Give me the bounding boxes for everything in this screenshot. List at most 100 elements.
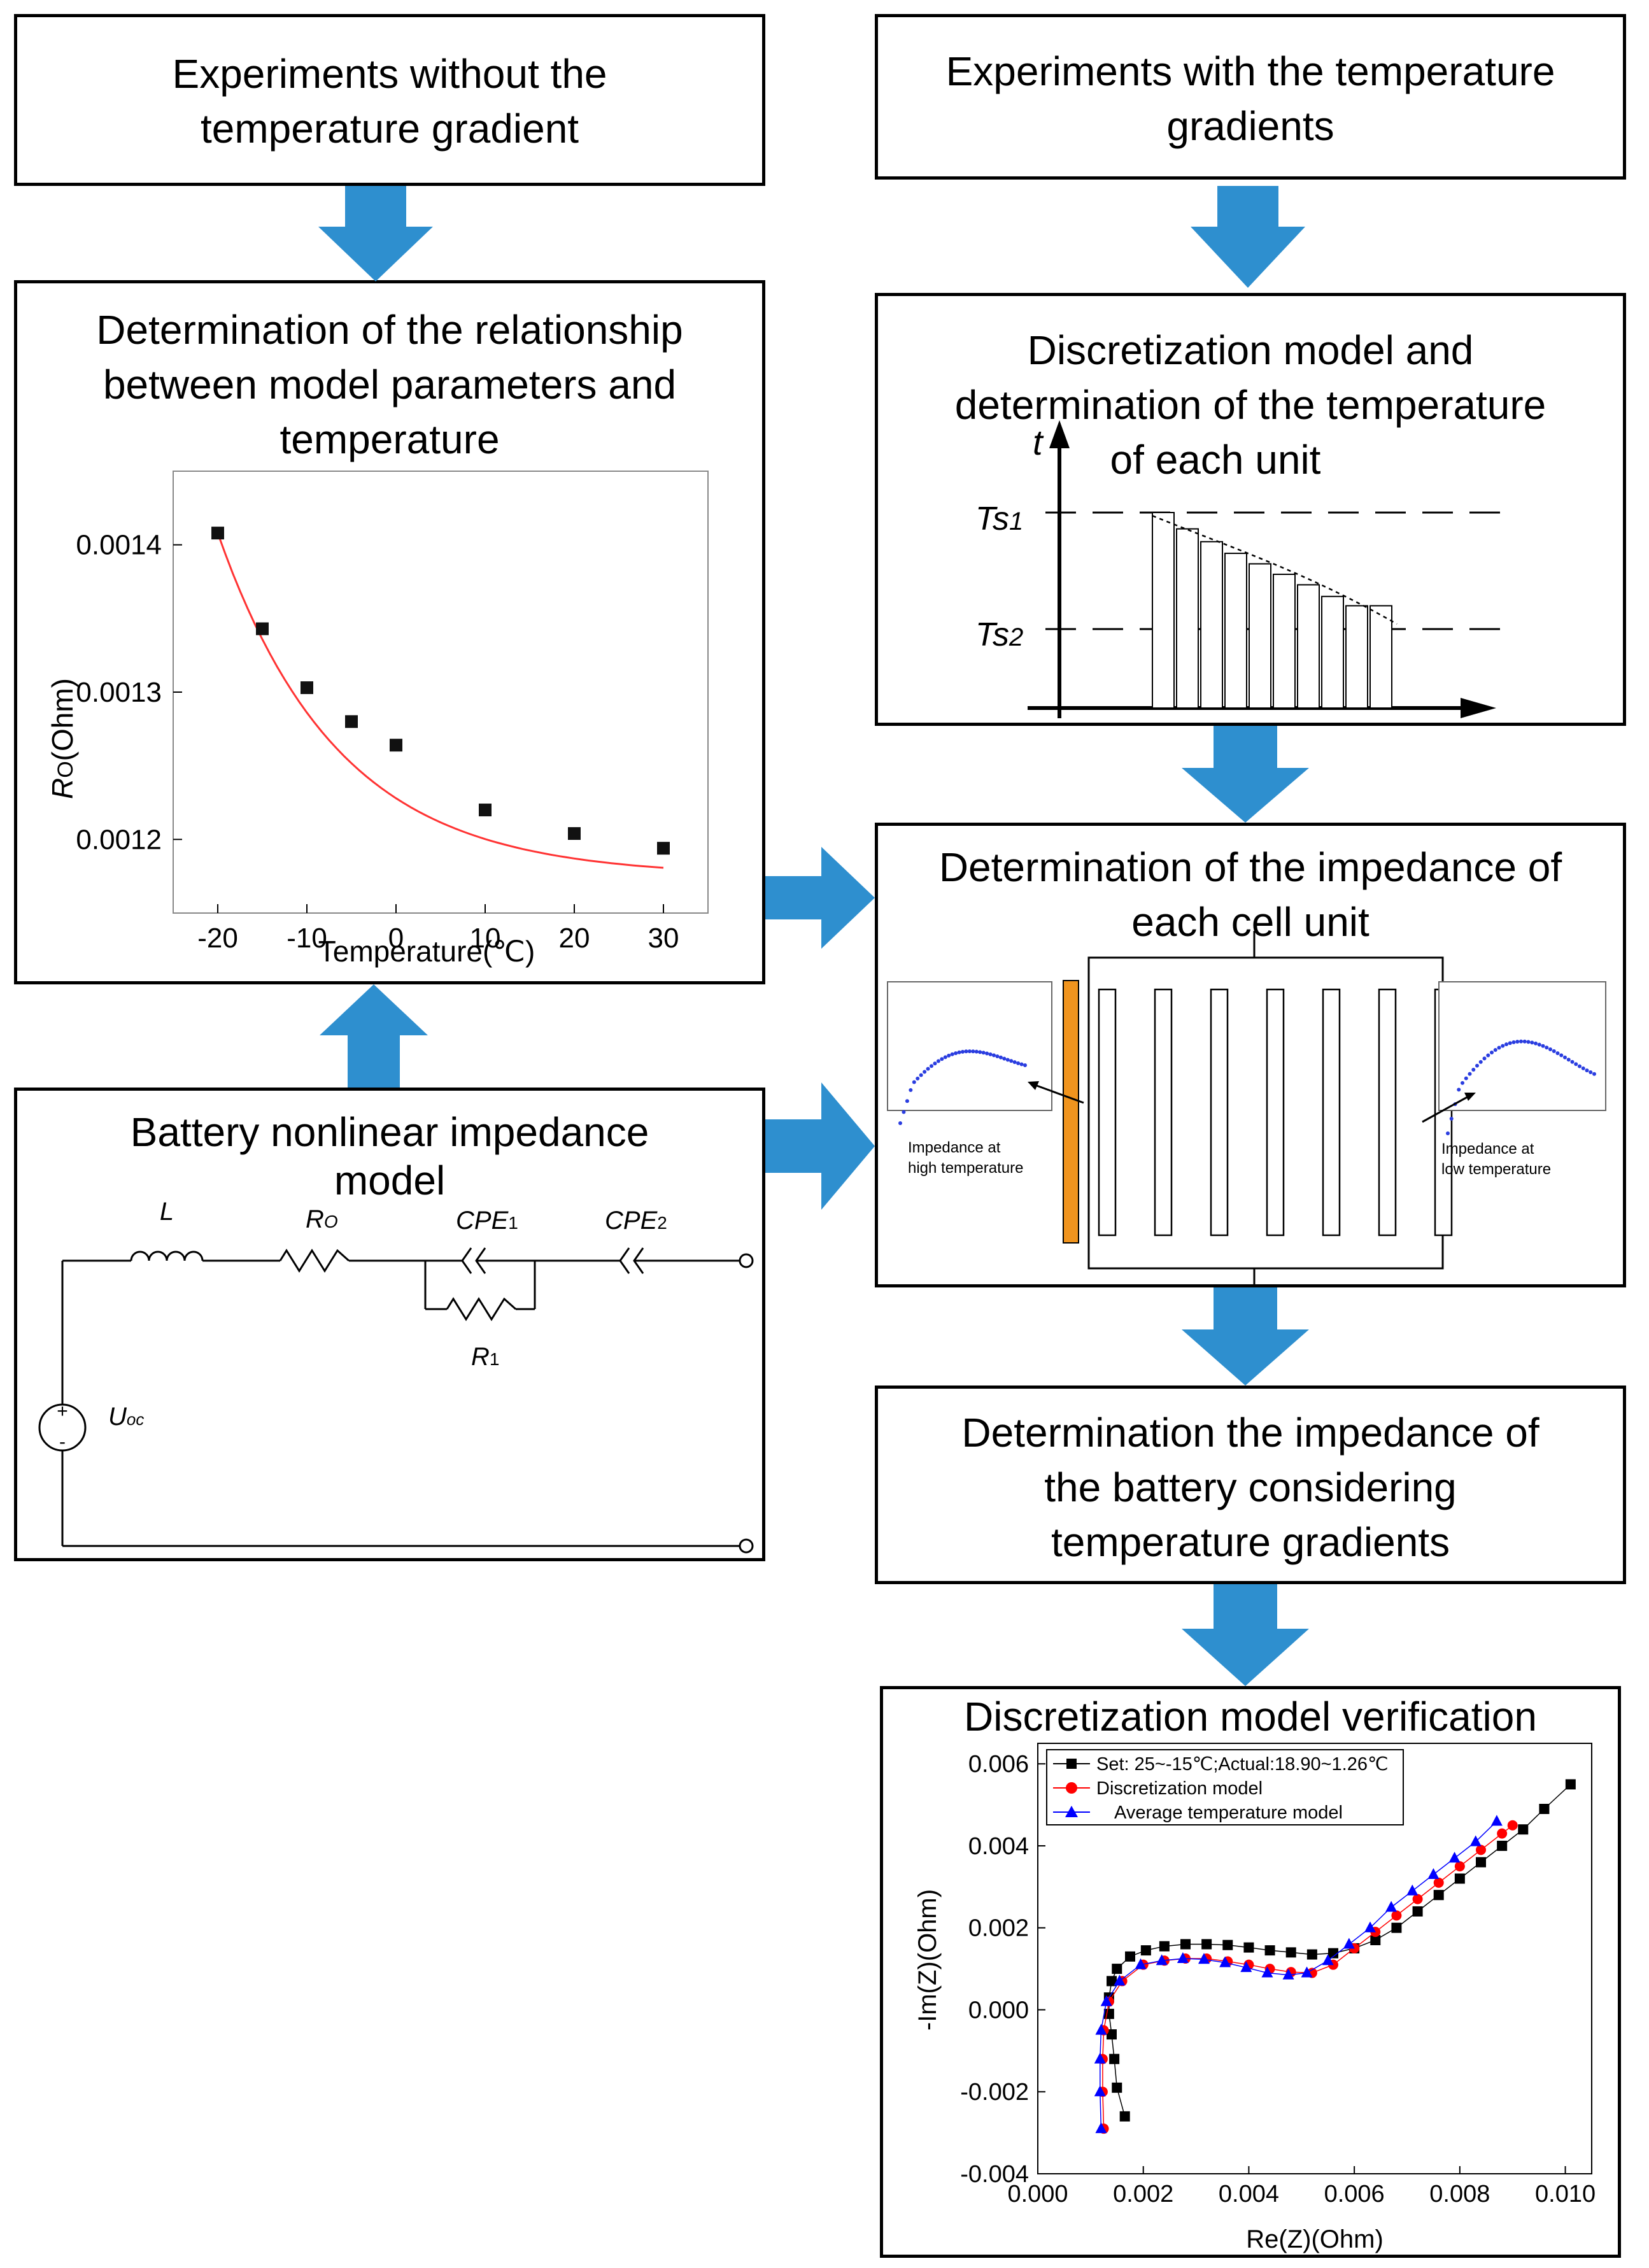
legend-item-set: Set: 25~-15℃;Actual:18.90~1.26℃ xyxy=(1053,1754,1389,1775)
low-temp-impedance-dot xyxy=(1570,1060,1575,1064)
high-temp-pointer xyxy=(1031,1082,1084,1104)
ro-xtick-label: 30 xyxy=(648,923,679,954)
ro-xlabel: Temperature(℃) xyxy=(318,935,535,968)
arrow-right-1 xyxy=(765,847,875,949)
ro-ylabel-unit: (Ohm) xyxy=(46,678,79,761)
verif-point-discretization xyxy=(1433,1877,1444,1888)
box-battery-nonlinear-impedance-model: Battery nonlinear impedance model xyxy=(14,1088,765,1561)
ro-xtick-label: -10 xyxy=(287,923,327,954)
low-temp-impedance-dot xyxy=(1497,1045,1501,1050)
ro-xtick-label: 0 xyxy=(388,923,404,954)
box-title: Discretization model verification xyxy=(883,1689,1618,1744)
low-temp-impedance-dot xyxy=(1461,1081,1464,1085)
ro-ylabel-main: R xyxy=(46,778,79,799)
title-line: between model parameters and xyxy=(103,362,677,408)
ro-data-point xyxy=(568,827,581,840)
ro-xtick-label: 10 xyxy=(470,923,501,954)
label-cpe1: CPE1 xyxy=(456,1207,518,1235)
verif-point-average xyxy=(1094,2085,1106,2097)
high-temp-impedance-dot xyxy=(912,1080,916,1084)
high-temp-impedance-dot xyxy=(1012,1060,1017,1065)
cell-unit-diagram: Impedance at high temperature Impedance … xyxy=(887,931,1606,1287)
ro-sub: O xyxy=(324,1212,338,1231)
box-title: Determination of the relationship betwee… xyxy=(17,302,762,467)
verif-point-average xyxy=(1448,1852,1461,1863)
high-temp-impedance-dot xyxy=(905,1099,909,1103)
low-temp-impedance-dot xyxy=(1490,1050,1494,1054)
verif-xtick-label: 0.008 xyxy=(1429,2181,1490,2208)
uoc-main: U xyxy=(108,1403,127,1431)
high-temp-impedance-dot xyxy=(1023,1063,1027,1067)
cell-unit xyxy=(1266,988,1285,1237)
cell-unit xyxy=(1322,988,1341,1237)
ts1-label: Ts1 xyxy=(975,500,1023,537)
title-line: gradients xyxy=(1166,103,1334,149)
verif-point-set xyxy=(1476,1857,1486,1868)
title-line: determination of the temperature xyxy=(954,382,1546,428)
legend-item-average: Average temperature model xyxy=(1053,1803,1343,1823)
high-temp-impedance-dot xyxy=(998,1055,1003,1060)
terminal-top xyxy=(739,1253,754,1268)
cell-unit xyxy=(1210,988,1229,1237)
verif-point-set xyxy=(1412,1906,1423,1917)
arrow-right-2 xyxy=(765,1082,875,1210)
title-line: Determination of the relationship xyxy=(96,307,683,353)
label-R1: R1 xyxy=(471,1343,499,1371)
title-line: temperature gradient xyxy=(200,106,579,152)
low-temp-impedance-dot xyxy=(1449,1116,1454,1121)
ts2-main: Ts xyxy=(975,616,1009,653)
title-line: of each unit xyxy=(1110,437,1321,483)
low-temp-impedance-dot xyxy=(1537,1042,1541,1047)
verif-xtick-label: 0.006 xyxy=(1324,2181,1385,2208)
ts1-sub: 1 xyxy=(1009,507,1023,535)
low-temp-impedance-dot xyxy=(1545,1045,1549,1050)
title-line: model xyxy=(334,1158,446,1203)
low-temp-impedance-dot xyxy=(1566,1058,1571,1062)
low-temp-impedance-dot xyxy=(1482,1056,1487,1061)
ro-data-point xyxy=(657,842,670,855)
high-temp-impedance-dot xyxy=(947,1053,951,1058)
low-temp-impedance-dot xyxy=(1515,1040,1520,1044)
legend-marker-circle xyxy=(1066,1782,1077,1794)
verif-xlabel: Re(Z)(Ohm) xyxy=(1246,2225,1384,2253)
high-temp-impedance-dot xyxy=(909,1088,913,1093)
low-temp-impedance-dot xyxy=(1526,1040,1531,1044)
ts2-label: Ts2 xyxy=(975,616,1023,653)
high-temp-impedance-dot xyxy=(898,1121,902,1125)
verif-point-set xyxy=(1140,1945,1151,1956)
ro-main: R xyxy=(306,1205,324,1233)
ro-data-point xyxy=(301,681,313,695)
title-line: Determination the impedance of xyxy=(961,1410,1539,1456)
box-title: Determination the impedance of the batte… xyxy=(878,1405,1623,1570)
legend-label-discretization: Discretization model xyxy=(1096,1778,1263,1799)
box-title: Battery nonlinear impedance model xyxy=(17,1105,762,1201)
high-temp-impedance-dot xyxy=(940,1057,944,1061)
legend-marker-square xyxy=(1066,1759,1077,1769)
source-minus: - xyxy=(59,1431,66,1452)
cpe2-main: CPE xyxy=(605,1207,658,1235)
ro-ylabel-sub: O xyxy=(53,761,78,777)
cell-unit xyxy=(1098,988,1117,1237)
arrow-down-3 xyxy=(1182,726,1309,823)
low-temp-impedance-dot xyxy=(1511,1040,1516,1044)
voltage-source xyxy=(38,1403,87,1452)
low-temp-impedance-dot xyxy=(1464,1076,1468,1081)
verif-ytick-label: 0.000 xyxy=(968,1997,1029,2023)
verif-point-discretization xyxy=(1391,1910,1402,1921)
low-temp-impedance-dot xyxy=(1592,1072,1596,1076)
high-temp-impedance-dot xyxy=(916,1076,920,1081)
low-temp-impedance-dot xyxy=(1446,1131,1450,1135)
verif-xtick-label: 0.010 xyxy=(1535,2181,1596,2208)
low-temp-impedance-dot xyxy=(1471,1067,1476,1072)
low-temp-impedance-dot xyxy=(1581,1066,1585,1070)
high-temp-impedance-dot xyxy=(967,1049,972,1054)
ro-xtick-label: 20 xyxy=(559,923,590,954)
legend-label-set: Set: 25~-15℃;Actual:18.90~1.26℃ xyxy=(1096,1754,1389,1775)
high-temp-impedance-dot xyxy=(950,1052,954,1056)
low-temp-impedance-dot xyxy=(1563,1055,1567,1060)
cell-unit xyxy=(1154,988,1173,1237)
title-line: Discretization model verification xyxy=(964,1694,1537,1740)
low-temp-impedance-dot xyxy=(1578,1064,1582,1068)
legend-box xyxy=(1046,1749,1404,1825)
label-cpe2: CPE2 xyxy=(605,1207,667,1235)
